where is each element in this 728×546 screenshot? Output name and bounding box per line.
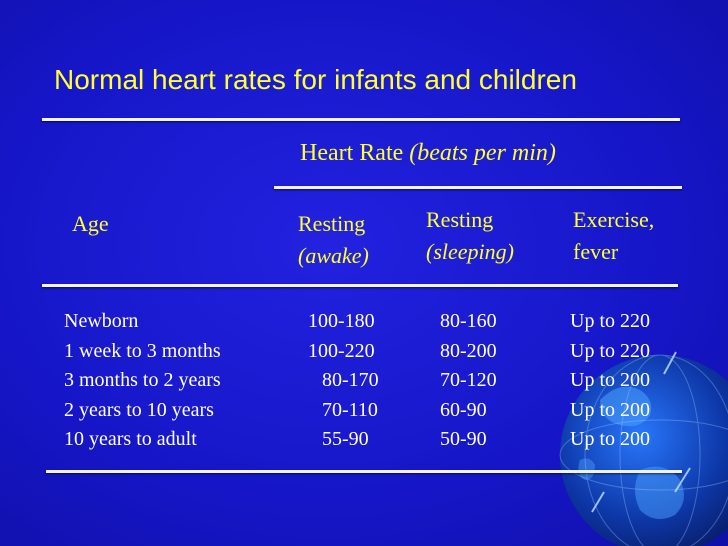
grid-decoration: [0, 0, 260, 130]
cell-exercise: Up to 200: [570, 398, 650, 421]
table-row: 2 years to 10 years 70-110 60-90 Up to 2…: [64, 399, 704, 429]
cell-resting-sleeping: 50-90: [440, 428, 487, 450]
heart-rate-table: Newborn 100-180 80-160 Up to 220 1 week …: [64, 310, 704, 458]
header-underline: [42, 284, 678, 287]
cell-resting-sleeping: 80-160: [440, 310, 497, 332]
title-underline: [42, 118, 680, 121]
cell-age: Newborn: [64, 310, 139, 332]
cell-resting-awake: 70-110: [322, 398, 378, 421]
cell-resting-sleeping: 60-90: [440, 398, 487, 421]
col-head-resting-awake: Resting (awake): [298, 208, 369, 272]
heart-rate-underline: [274, 186, 682, 189]
slide-title: Normal heart rates for infants and child…: [54, 64, 577, 95]
col-head-age: Age: [72, 208, 109, 240]
col-head-exercise-line1: Exercise,: [573, 207, 655, 232]
table-row: Newborn 100-180 80-160 Up to 220: [64, 310, 704, 340]
heart-rate-units: (beats per min): [409, 140, 556, 166]
cell-resting-awake: 80-170: [322, 369, 379, 391]
table-bottom-rule: [46, 470, 682, 473]
cell-age: 2 years to 10 years: [64, 398, 214, 421]
cell-resting-sleeping: 80-200: [440, 339, 497, 362]
table-row: 10 years to adult 55-90 50-90 Up to 200: [64, 428, 704, 458]
cell-exercise: Up to 220: [570, 310, 650, 332]
cell-exercise: Up to 220: [570, 339, 650, 362]
col-head-resting-sleeping: Resting (sleeping): [426, 204, 514, 268]
cell-exercise: Up to 200: [570, 369, 650, 391]
heart-rate-label: Heart Rate: [300, 140, 404, 166]
cell-age: 3 months to 2 years: [64, 369, 221, 391]
cell-exercise: Up to 200: [570, 428, 650, 450]
col-head-resting-awake-line2: (awake): [298, 243, 369, 268]
col-head-resting-sleeping-line2: (sleeping): [426, 239, 514, 264]
cell-resting-awake: 55-90: [322, 428, 369, 450]
col-head-resting-awake-line1: Resting: [298, 211, 366, 236]
cell-age: 1 week to 3 months: [64, 339, 221, 362]
col-head-exercise: Exercise, fever: [573, 204, 654, 268]
cell-resting-awake: 100-180: [308, 310, 375, 332]
cell-age: 10 years to adult: [64, 428, 197, 450]
col-head-resting-sleeping-line1: Resting: [426, 207, 494, 232]
cell-resting-sleeping: 70-120: [440, 369, 497, 391]
heart-rate-heading: Heart Rate (beats per min): [300, 140, 556, 167]
table-row: 1 week to 3 months 100-220 80-200 Up to …: [64, 340, 704, 370]
table-row: 3 months to 2 years 80-170 70-120 Up to …: [64, 369, 704, 399]
cell-resting-awake: 100-220: [308, 339, 375, 362]
col-head-exercise-line2: fever: [573, 239, 619, 264]
col-head-age-label: Age: [72, 211, 109, 236]
